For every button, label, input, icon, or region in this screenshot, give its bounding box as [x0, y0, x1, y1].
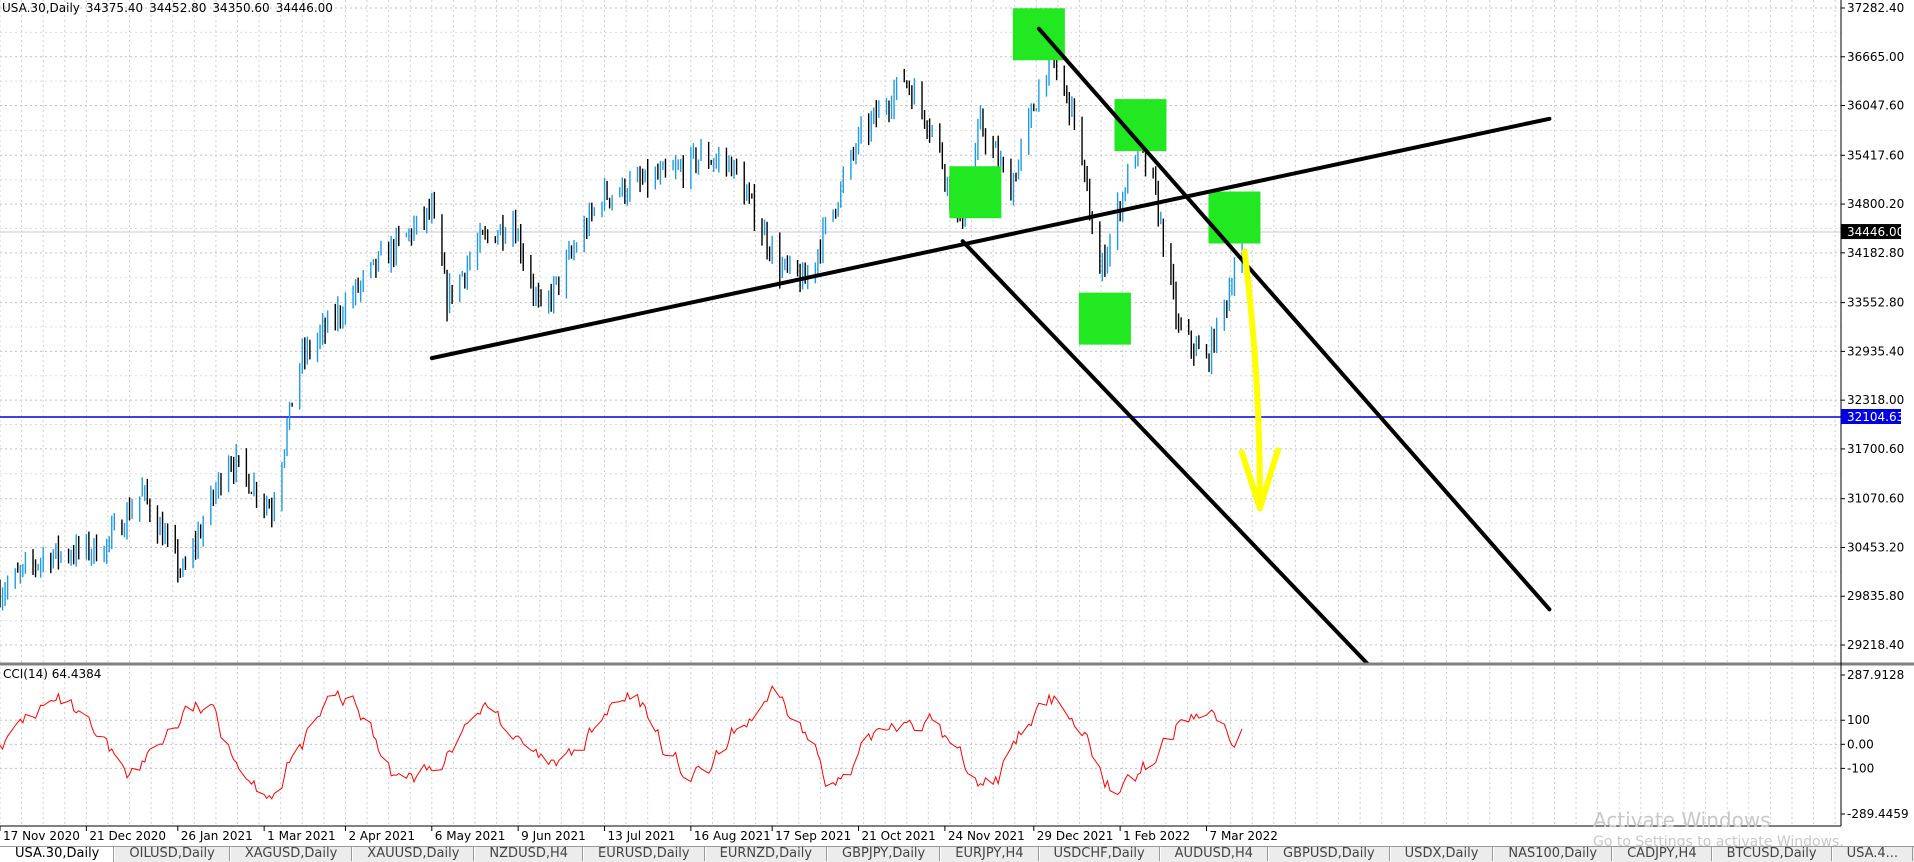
time-tick-label: 7 Mar 2022 — [1210, 829, 1278, 843]
time-tick-label: 9 Jun 2021 — [521, 829, 586, 843]
cci-axis: 287.9128 100 0.00 -100 -289.4459 — [1841, 668, 1909, 821]
price-tick-label: 36665.00 — [1847, 50, 1904, 64]
chart-tab[interactable]: GBPJPY,Daily — [827, 847, 941, 861]
symbol-ohlc-header: USA.30,Daily 34375.40 34452.80 34350.60 3444… — [2, 1, 339, 15]
chart-tab[interactable]: XAGUSD,Daily — [229, 847, 353, 861]
open-value: 34375.40 — [85, 1, 144, 15]
arrow-head[interactable] — [1238, 447, 1281, 512]
trendline[interactable] — [960, 239, 1370, 665]
arrow-shaft[interactable] — [1241, 248, 1263, 512]
time-tick-label: 26 Jan 2021 — [181, 829, 253, 843]
price-axis: 37282.40 36665.00 36047.60 35417.60 34800.20… — [1841, 1, 1904, 652]
price-tick-label: 32935.40 — [1847, 344, 1904, 358]
watermark-title: Activate Windows — [1593, 808, 1771, 832]
cci-tick-label: -289.4459 — [1847, 807, 1909, 821]
chart-tab[interactable]: EURJPY,H4 — [940, 847, 1039, 861]
chart-tab[interactable]: USDCHF,Daily — [1038, 847, 1160, 861]
cci-indicator-label: CCI(14) 64.4384 — [3, 667, 102, 681]
time-axis: 17 Nov 2020 21 Dec 2020 26 Jan 2021 1 Mar 2… — [0, 826, 1278, 843]
chart-tab[interactable]: AUDUSD,H4 — [1159, 847, 1269, 861]
time-tick-label: 29 Dec 2021 — [1037, 829, 1114, 843]
chart-tab[interactable]: GBPUSD,Daily — [1268, 847, 1390, 861]
price-tick-label: 29835.80 — [1847, 589, 1904, 603]
cci-tick-label: 0.00 — [1847, 737, 1874, 751]
price-tick-label: 29218.40 — [1847, 638, 1904, 652]
cci-tick-label: 287.9128 — [1847, 668, 1904, 682]
time-tick-label: 1 Mar 2021 — [267, 829, 335, 843]
time-tick-label: 2 Apr 2021 — [348, 829, 415, 843]
candlesticks — [0, 30, 1243, 611]
chart-frame — [0, 0, 1914, 827]
chart-tab[interactable]: EURNZD,Daily — [704, 847, 828, 861]
highlight-box[interactable] — [949, 166, 1002, 219]
time-tick-label: 13 Jul 2021 — [608, 829, 676, 843]
cci-tick-label: 100 — [1847, 713, 1870, 727]
time-tick-label: 24 Nov 2021 — [948, 829, 1025, 843]
activation-watermark: Activate Windows Go to Settings to activ… — [1593, 808, 1844, 850]
price-tick-label: 30453.20 — [1847, 540, 1904, 554]
chart-tab[interactable]: XAUUSD,Daily — [352, 847, 475, 861]
low-value: 34350.60 — [212, 1, 270, 15]
chart-tab[interactable]: USDX,Daily — [1389, 847, 1494, 861]
time-tick-label: 16 Aug 2021 — [694, 829, 771, 843]
price-tick-label: 37282.40 — [1847, 1, 1904, 15]
price-tick-label: 31070.60 — [1847, 492, 1904, 506]
price-tick-label: 36047.60 — [1847, 99, 1904, 113]
close-value: 34446.00 — [275, 1, 333, 15]
grid — [0, 0, 1841, 826]
highlight-box[interactable] — [1078, 292, 1131, 345]
chart-tab[interactable]: USA.4... — [1831, 847, 1914, 861]
chart-tab[interactable]: NZDUSD,H4 — [474, 847, 584, 861]
time-tick-label: 21 Oct 2021 — [862, 829, 936, 843]
time-tick-label: 17 Nov 2020 — [3, 829, 80, 843]
chart-tab[interactable]: CADJPY,H4 — [1612, 847, 1712, 861]
cci-indicator — [0, 685, 1243, 800]
chart-tab[interactable]: BTCUSD,Daily — [1711, 847, 1832, 861]
price-tick-label: 31700.60 — [1847, 442, 1904, 456]
price-tick-label: 35417.60 — [1847, 148, 1904, 162]
price-tick-label: 34182.80 — [1847, 246, 1904, 260]
high-value: 34452.80 — [149, 1, 207, 15]
chart-tab[interactable]: USA.30,Daily — [0, 847, 115, 862]
chart-tab-bar: USA.30,Daily OILUSD,Daily XAGUSD,Daily XAUU… — [0, 846, 1914, 862]
symbol-label: USA.30,Daily — [2, 1, 80, 15]
cci-tick-label: -100 — [1847, 761, 1874, 775]
time-tick-label: 1 Feb 2022 — [1123, 829, 1190, 843]
current-price-badge — [1841, 224, 1901, 240]
hline-price-badge — [1841, 409, 1901, 425]
current-price-label: 34446.00 — [1847, 225, 1904, 239]
time-tick-label: 21 Dec 2020 — [89, 829, 166, 843]
time-tick-label: 17 Sep 2021 — [775, 829, 851, 843]
chart-tab[interactable]: EURUSD,Daily — [583, 847, 705, 861]
chart-tab[interactable]: NAS100,Daily — [1493, 847, 1613, 861]
price-tick-label: 33552.80 — [1847, 296, 1904, 310]
hline-price-label: 32104.63 — [1847, 410, 1904, 424]
cci-line — [0, 685, 1243, 800]
price-tick-label: 32318.00 — [1847, 393, 1904, 407]
drawings[interactable] — [429, 8, 1552, 665]
time-tick-label: 6 May 2021 — [435, 829, 506, 843]
trendline[interactable] — [1036, 26, 1552, 612]
chart-tab[interactable]: OILUSD,Daily — [114, 847, 230, 861]
highlight-box[interactable] — [1012, 8, 1065, 61]
trendline[interactable] — [429, 116, 1552, 361]
price-tick-label: 34800.20 — [1847, 197, 1904, 211]
highlight-box[interactable] — [1208, 191, 1261, 244]
